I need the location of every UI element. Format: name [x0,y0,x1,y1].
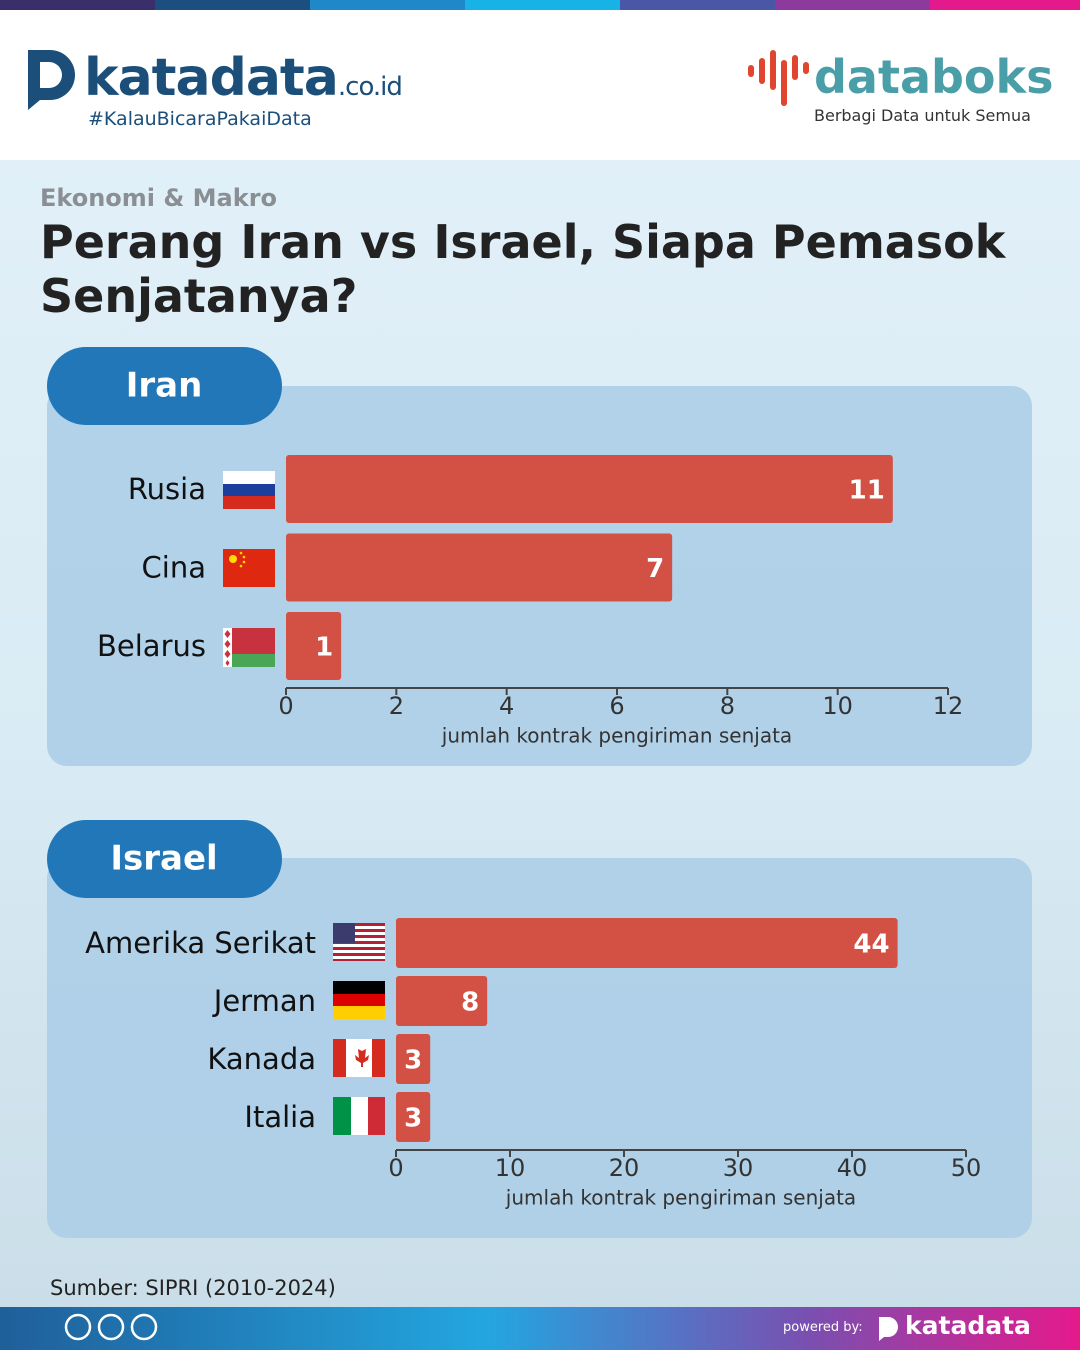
x-tick-label: 20 [609,1154,640,1182]
panel-title: Israel [110,839,217,879]
tagline: #KalauBicaraPakaiData [88,108,312,130]
source: Sumber: SIPRI (2010-2024) [50,1276,336,1300]
value-label: 7 [646,554,664,584]
bar [396,1034,431,1084]
x-tick-label: 2 [389,692,404,720]
stripe [775,0,930,10]
footer-brand: katadata [905,1311,1031,1340]
category-label: Cina [142,551,206,585]
logo-icon [879,1317,898,1341]
brand2: databoks [814,50,1054,104]
x-tick-label: 30 [723,1154,754,1182]
flag-germany [333,981,385,1019]
logo-icon [748,50,809,106]
value-label: 11 [849,476,885,506]
flag-usa [333,923,385,961]
category-label: Kanada [207,1042,316,1076]
x-tick-label: 8 [720,692,735,720]
panel-pill [47,820,282,898]
logo-icon [28,50,75,110]
x-axis-label: jumlah kontrak pengiriman senjata [505,1186,856,1210]
bar [286,612,342,680]
bar [286,533,673,602]
stripe [930,0,1080,10]
bar [396,976,488,1026]
x-tick-label: 6 [609,692,624,720]
value-label: 3 [404,1046,422,1076]
stripe [620,0,775,10]
x-tick-label: 0 [388,1154,403,1182]
powered-by: powered by: [783,1320,863,1335]
value-label: 44 [853,930,889,960]
panel-title: Iran [126,366,203,406]
category: Ekonomi & Makro [40,184,278,212]
stripe [310,0,465,10]
x-tick-label: 40 [837,1154,868,1182]
x-tick-label: 0 [278,692,293,720]
flag-russia [223,471,275,509]
brand: katadata.co.id [84,48,403,108]
header-bg [0,10,1080,160]
x-tick-label: 50 [951,1154,982,1182]
footer-bar [0,1307,1080,1350]
flag-canada [333,1039,385,1077]
value-label: 1 [315,633,333,663]
tagline2: Berbagi Data untuk Semua [814,106,1031,125]
x-tick-label: 4 [499,692,514,720]
panel-pill [47,347,282,425]
bar [286,455,893,523]
x-tick-label: 10 [495,1154,526,1182]
title: Perang Iran vs Israel, Siapa Pemasok Sen… [40,215,1006,323]
category-label: Jerman [212,984,316,1018]
flag-italy [333,1097,385,1135]
brand-name: katadata [84,48,339,108]
x-tick-label: 12 [933,692,964,720]
bar [396,1092,431,1142]
category-label: Belarus [97,629,206,663]
bar [396,918,898,968]
value-label: 3 [404,1104,422,1134]
stripe [0,0,155,10]
stripe [465,0,620,10]
flag-china [223,549,275,587]
value-label: 8 [461,988,479,1018]
panel [47,858,1032,1238]
license-icons [64,1313,158,1341]
category-label: Rusia [128,472,206,506]
category-label: Italia [244,1100,316,1134]
brand-domain: .co.id [337,72,403,102]
category-label: Amerika Serikat [85,926,316,960]
flag-belarus [223,628,275,667]
x-axis-label: jumlah kontrak pengiriman senjata [441,724,792,748]
x-tick-label: 10 [822,692,853,720]
stripe [155,0,310,10]
